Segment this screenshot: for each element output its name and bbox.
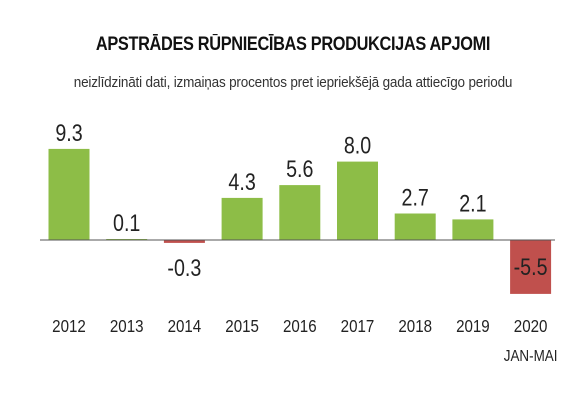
x-tick-label-2013: 2013 xyxy=(110,316,144,337)
chart-title: APSTRĀDES RŪPNIECĪBAS PRODUKCIJAS APJOMI xyxy=(95,34,491,55)
bar-2014 xyxy=(163,240,205,243)
bar-2019 xyxy=(452,219,494,240)
value-label-2012: 9.3 xyxy=(55,119,82,146)
x-tick-label-2014: 2014 xyxy=(168,316,202,337)
value-label-2018: 2.7 xyxy=(402,184,429,211)
x-tick-label-2018: 2018 xyxy=(398,316,432,337)
bar-2016 xyxy=(279,185,321,240)
bar-2017 xyxy=(337,161,378,240)
chart-subtitle: neizlīdzināti dati, izmaiņas procentos p… xyxy=(73,74,513,91)
x-tick-label-2016: 2016 xyxy=(283,316,317,337)
x-tick-label-2017: 2017 xyxy=(341,316,375,337)
x-tick-label-2020: 2020 xyxy=(514,316,548,337)
value-label-2017: 8.0 xyxy=(344,132,371,159)
x-tick-label-2012: 2012 xyxy=(52,316,86,337)
value-label-2015: 4.3 xyxy=(228,168,255,195)
bar-2020 xyxy=(510,240,552,294)
x-tick-label-2019: 2019 xyxy=(456,316,490,337)
bar-2018 xyxy=(394,213,436,240)
value-label-2019: 2.1 xyxy=(459,190,486,217)
value-label-2013: 0.1 xyxy=(113,209,140,236)
value-label-2020: -5.5 xyxy=(514,253,548,280)
value-label-2014: -0.3 xyxy=(167,254,201,281)
x-tick-label-2015: 2015 xyxy=(225,316,259,337)
bar-2012 xyxy=(48,148,90,240)
value-label-2016: 5.6 xyxy=(286,155,313,182)
bar-2015 xyxy=(221,197,263,240)
x-tick-sublabel-2020: JAN-MAI xyxy=(504,348,558,365)
